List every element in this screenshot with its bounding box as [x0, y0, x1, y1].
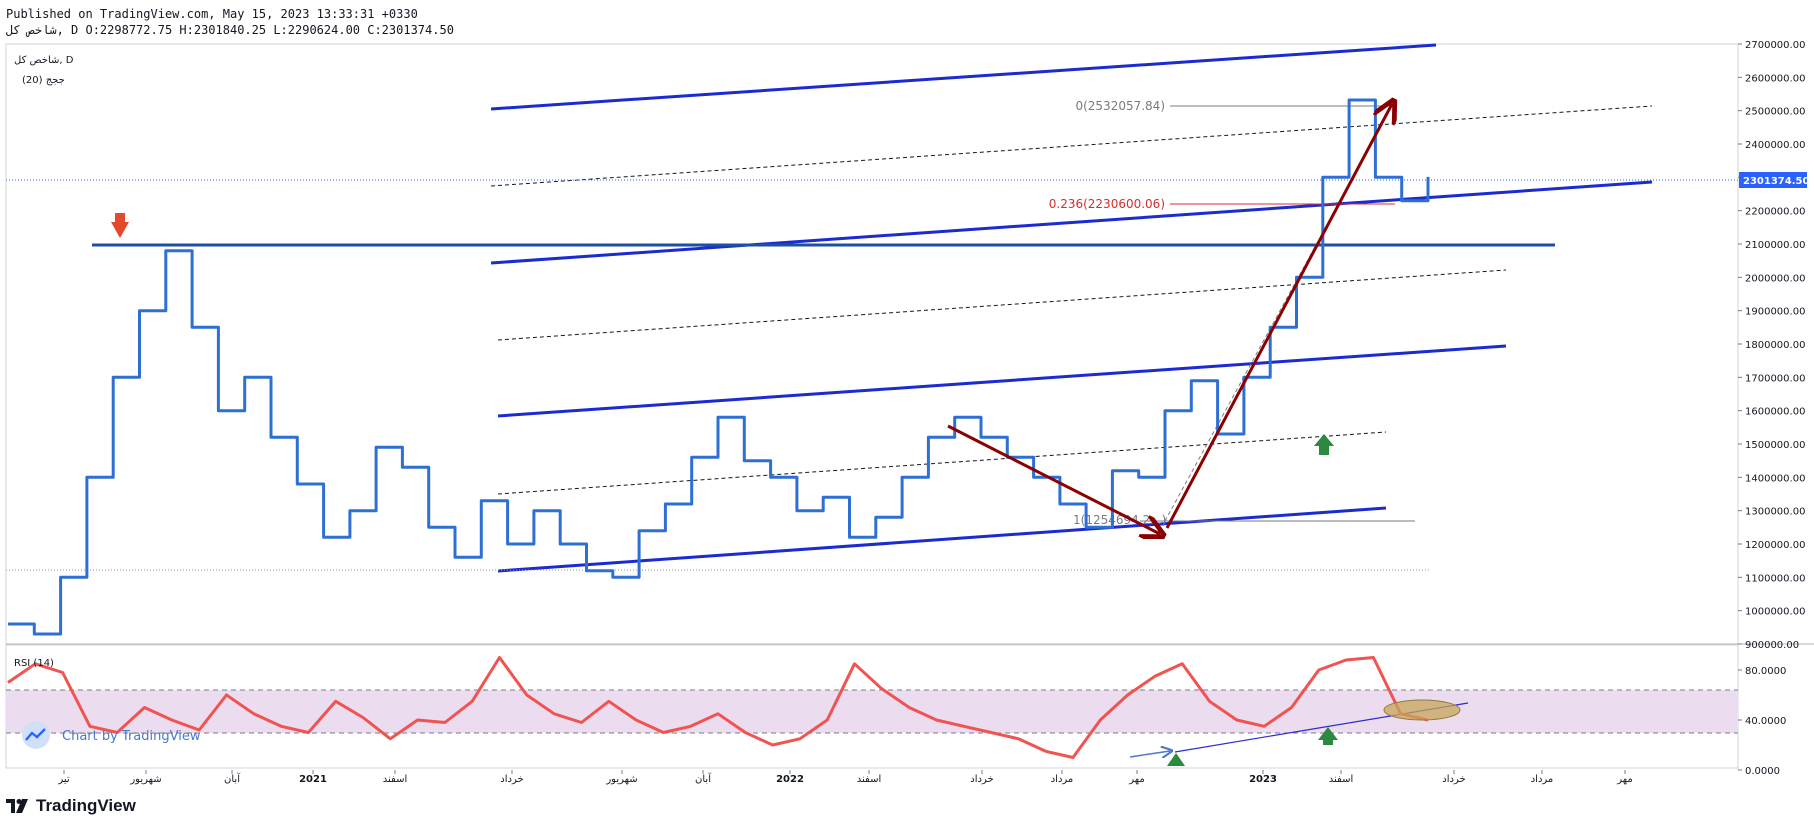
time-tick-label: مهر — [1616, 774, 1632, 785]
tradingview-brand[interactable]: TradingView — [6, 796, 136, 816]
red-down-arrow-icon — [111, 222, 129, 238]
watermark-chart-icon — [25, 728, 46, 741]
arrow-drawings — [111, 104, 1392, 534]
published-header: Published on TradingView.com, May 15, 20… — [6, 7, 418, 21]
rsi-green-arrow-stem-2 — [1323, 740, 1333, 745]
price-tick-label: 2500000.00 — [1745, 107, 1805, 118]
indicator-legend[interactable]: ججج (20) — [22, 75, 65, 86]
rsi-tick-label: 40.0000 — [1745, 716, 1786, 727]
time-tick-label: 2022 — [776, 774, 804, 785]
channel-line-upper — [490, 180, 1653, 265]
rsi-highlight-ellipse — [1383, 699, 1461, 721]
time-tick-label: آبان — [224, 772, 241, 785]
price-tick-label: 1200000.00 — [1745, 540, 1805, 551]
tradingview-watermark[interactable]: Chart by TradingView — [22, 721, 201, 749]
time-tick-label: اسفند — [383, 774, 407, 785]
dashed-mid-1 — [490, 105, 1653, 187]
time-tick-label: خرداد — [1442, 774, 1465, 785]
rsi-legend[interactable]: RSI (14) — [14, 658, 54, 669]
price-tick-label: 2400000.00 — [1745, 140, 1805, 151]
price-tick-label: 1700000.00 — [1745, 373, 1805, 384]
watermark-text: Chart by TradingView — [62, 729, 201, 744]
time-tick-label: خرداد — [970, 774, 993, 785]
price-tick-label: 2600000.00 — [1745, 73, 1805, 84]
time-tick-label: مرداد — [1051, 774, 1074, 785]
price-drawings: 0(2532057.84) 0.236(2230600.06) 1(125469… — [6, 43, 1738, 573]
time-tick-label: مرداد — [1531, 774, 1554, 785]
time-axis[interactable]: تیر شهریور آبان 2021 اسفند خرداد شهریور آبان 202… — [57, 770, 1633, 785]
green-up-arrow-icon — [1314, 434, 1334, 446]
up-arrow-drawing — [1165, 104, 1392, 529]
down-arrow-drawing — [947, 424, 1160, 534]
rsi-series-line — [7, 656, 1429, 759]
price-tick-label: 2200000.00 — [1745, 207, 1805, 218]
last-price-tag: 2301374.50 — [1739, 172, 1809, 188]
ohlc-header: شاخص كل, D O:2298772.75 H:2301840.25 L:2… — [6, 23, 454, 37]
price-tick-label: 1600000.00 — [1745, 407, 1805, 418]
price-axis[interactable]: 2700000.00 2600000.00 2500000.00 2400000.00… — [1738, 40, 1805, 651]
last-price-bg — [1739, 172, 1807, 188]
price-tick-label: 1900000.00 — [1745, 307, 1805, 318]
dashed-mid-2 — [497, 269, 1507, 341]
channel-line-middle — [497, 344, 1507, 418]
red-down-arrow-stem — [115, 213, 125, 223]
time-tick-label: مهر — [1128, 774, 1144, 785]
price-series-line — [8, 98, 1430, 636]
price-tick-label: 2000000.00 — [1745, 273, 1805, 284]
price-tick-label: 900000.00 — [1745, 640, 1799, 651]
fib-0-label: 0(2532057.84) — [1075, 99, 1165, 113]
tradingview-logo-icon — [6, 799, 28, 813]
price-tick-label: 1500000.00 — [1745, 440, 1805, 451]
price-tick-label: 2100000.00 — [1745, 240, 1805, 251]
brand-text: TradingView — [36, 796, 136, 815]
rsi-band — [6, 690, 1738, 733]
price-tick-label: 1800000.00 — [1745, 340, 1805, 351]
time-tick-label: شهریور — [605, 774, 637, 785]
rsi-tick-label: 80.0000 — [1745, 666, 1786, 677]
channel-line-top — [490, 43, 1437, 111]
time-tick-label: آبان — [695, 772, 712, 785]
price-tick-label: 1100000.00 — [1745, 573, 1805, 584]
time-tick-label: تیر — [57, 774, 70, 785]
price-tick-label: 1400000.00 — [1745, 473, 1805, 484]
dashed-mid-3 — [497, 431, 1387, 495]
fib-236-label: 0.236(2230600.06) — [1049, 197, 1165, 211]
price-tick-label: 1300000.00 — [1745, 507, 1805, 518]
time-tick-label: 2023 — [1249, 774, 1277, 785]
price-tick-label: 1000000.00 — [1745, 607, 1805, 618]
last-price-value: 2301374.50 — [1743, 176, 1809, 187]
rsi-green-arrow-icon-2 — [1318, 727, 1338, 740]
time-tick-label: اسفند — [1329, 774, 1353, 785]
time-tick-label: 2021 — [299, 774, 327, 785]
rsi-green-arrow-icon-1 — [1167, 753, 1185, 766]
rsi-small-arrow — [1129, 751, 1170, 757]
channel-line-bottom — [497, 506, 1387, 573]
green-up-arrow-stem — [1319, 446, 1329, 455]
price-pane-frame — [5, 43, 1739, 645]
time-tick-label: خرداد — [500, 774, 523, 785]
rsi-axis[interactable]: 80.0000 40.0000 0.0000 — [1738, 666, 1786, 777]
symbol-legend[interactable]: شاخص كل, D — [14, 55, 74, 66]
time-tick-label: شهریور — [129, 774, 161, 785]
rsi-tick-label: 0.0000 — [1745, 766, 1780, 777]
time-tick-label: اسفند — [857, 774, 881, 785]
price-tick-label: 2700000.00 — [1745, 40, 1805, 51]
